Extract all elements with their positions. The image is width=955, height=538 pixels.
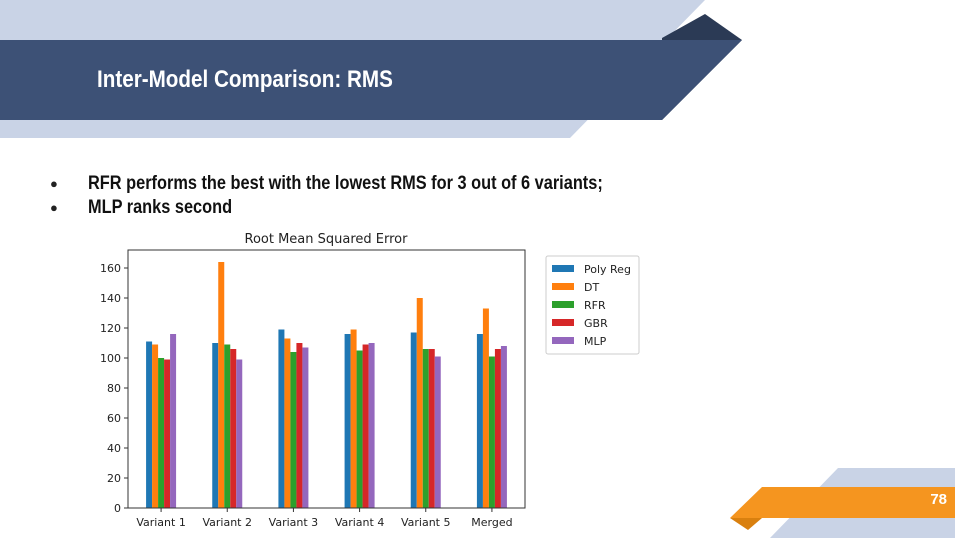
- x-tick-label: Variant 4: [335, 516, 385, 529]
- bar-mlp-3: [302, 347, 309, 508]
- bar-poly-reg-4: [344, 334, 351, 508]
- legend-swatch-dt: [552, 283, 574, 290]
- y-tick-label: 60: [107, 412, 121, 425]
- footer-orange-shadow: [730, 518, 762, 530]
- x-tick-label: Variant 2: [202, 516, 252, 529]
- bar-gbr-5: [428, 349, 435, 508]
- bar-rfr-1: [158, 358, 165, 508]
- bar-mlp-6: [500, 346, 507, 508]
- chart-title: Root Mean Squared Error: [245, 232, 409, 247]
- bar-rfr-3: [290, 352, 297, 508]
- legend-swatch-mlp: [552, 337, 574, 344]
- bullet-icon: ●: [50, 176, 58, 191]
- x-tick-label: Merged: [471, 516, 512, 529]
- bullet-text-2: MLP ranks second: [88, 197, 233, 218]
- plot-frame: [127, 249, 526, 509]
- legend-label-rfr: RFR: [584, 299, 606, 312]
- y-tick-label: 20: [107, 472, 121, 485]
- y-tick-label: 40: [107, 442, 121, 455]
- bullet-text-1: RFR performs the best with the lowest RM…: [88, 173, 603, 194]
- y-tick-label: 140: [100, 292, 121, 305]
- bar-rfr-6: [488, 356, 495, 508]
- bar-poly-reg-1: [146, 341, 153, 508]
- chart-legend: Poly Reg DT RFR GBR MLP: [545, 255, 640, 355]
- legend-label-mlp: MLP: [584, 335, 607, 348]
- footer-orange-bar: [730, 487, 955, 518]
- bullet-icon: ●: [50, 200, 58, 215]
- bar-gbr-6: [494, 349, 501, 508]
- bars-group: [146, 262, 507, 508]
- bar-dt-2: [218, 262, 225, 508]
- bar-dt-6: [482, 308, 489, 508]
- bar-poly-reg-2: [212, 343, 219, 508]
- bar-dt-4: [350, 329, 357, 508]
- bar-poly-reg-6: [476, 334, 483, 508]
- x-tick-label: Variant 3: [269, 516, 319, 529]
- bar-dt-5: [416, 298, 423, 508]
- bar-mlp-5: [434, 356, 441, 508]
- bar-mlp-4: [368, 343, 375, 508]
- bar-rfr-5: [422, 349, 429, 508]
- bar-mlp-1: [170, 334, 177, 508]
- legend-label-poly-reg: Poly Reg: [584, 263, 631, 276]
- bar-gbr-2: [230, 349, 237, 508]
- legend-swatch-gbr: [552, 319, 574, 326]
- y-tick-label: 80: [107, 382, 121, 395]
- legend-swatch-rfr: [552, 301, 574, 308]
- axes-group: Variant 1 Variant 2 Variant 3 Variant 4 Vari…: [100, 249, 526, 529]
- bar-gbr-1: [164, 359, 171, 508]
- y-tick-label: 0: [114, 502, 121, 515]
- bar-dt-1: [152, 344, 159, 508]
- x-tick-label: Variant 5: [401, 516, 451, 529]
- header-main-bar: [0, 40, 742, 120]
- bar-poly-reg-5: [410, 332, 417, 508]
- bar-mlp-2: [236, 359, 243, 508]
- y-tick-label: 120: [100, 322, 121, 335]
- legend-label-dt: DT: [584, 281, 599, 294]
- legend-label-gbr: GBR: [584, 317, 608, 330]
- bar-rfr-4: [356, 350, 363, 508]
- legend-swatch-poly-reg: [552, 265, 574, 272]
- bar-dt-3: [284, 338, 291, 508]
- x-tick-label: Variant 1: [136, 516, 186, 529]
- bar-gbr-3: [296, 343, 303, 508]
- y-tick-label: 160: [100, 262, 121, 275]
- page-number: 78: [930, 491, 947, 508]
- bar-poly-reg-3: [278, 329, 285, 508]
- legend-frame: [545, 255, 640, 355]
- bar-rfr-2: [224, 344, 231, 508]
- y-tick-label: 100: [100, 352, 121, 365]
- bar-gbr-4: [362, 344, 369, 508]
- slide-title: Inter-Model Comparison: RMS: [97, 66, 393, 93]
